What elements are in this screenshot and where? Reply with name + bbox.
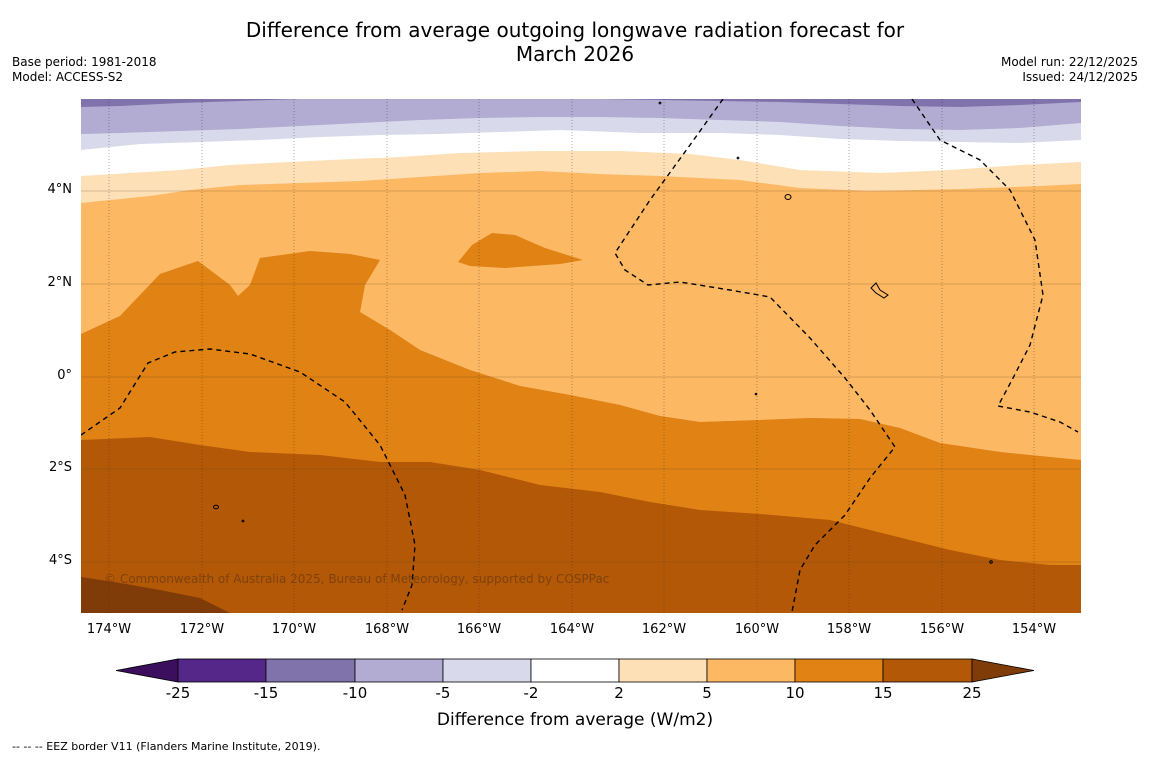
colorbar-segment [794, 658, 884, 683]
lon-tick-label: 172°W [179, 622, 225, 637]
title-line-2: March 2026 [515, 42, 635, 66]
lon-tick-label: 164°W [549, 622, 595, 637]
island-marker [784, 194, 792, 200]
base-period-label: Base period: 1981-2018 [12, 55, 157, 69]
lat-tick-label: 4°S [48, 553, 72, 568]
colorbar-title: Difference from average (W/m2) [436, 710, 714, 730]
chart-title: Difference from average outgoing longwav… [0, 18, 1150, 66]
colorbar-segment [706, 658, 796, 683]
graticule [81, 190, 1081, 563]
colorbar-tick-label: -5 [435, 684, 451, 702]
colorbar-tick-label: -2 [523, 684, 539, 702]
lat-tick-label: 2°N [47, 275, 73, 290]
eez-footnote: -- -- -- EEZ border V11 (Flanders Marine… [12, 740, 321, 753]
lon-tick-label: 174°W [86, 622, 132, 637]
colorbar [115, 658, 1035, 683]
lat-tick-label: 0° [57, 368, 72, 383]
band-neg-10-15 [81, 99, 1081, 107]
map-plot-area [81, 99, 1081, 613]
lon-tick-label: 166°W [456, 622, 502, 637]
lon-tick-label: 170°W [271, 622, 317, 637]
eez-border-central [614, 99, 896, 613]
meta-right: Model run: 22/12/2025 Issued: 24/12/2025 [1001, 55, 1138, 85]
island-marker [736, 156, 740, 160]
colorbar-extend-min [115, 658, 179, 683]
colorbar-segment [265, 658, 356, 683]
colorbar-segment [618, 658, 708, 683]
lon-tick-label: 162°W [641, 622, 687, 637]
eez-borders [81, 99, 1079, 613]
island-marker [213, 504, 219, 510]
lon-tick-label: 154°W [1011, 622, 1057, 637]
colorbar-tick-label: -15 [253, 684, 279, 702]
colorbar-tick-label: 25 [962, 684, 982, 702]
colorbar-tick-label: 2 [614, 684, 624, 702]
title-line-1: Difference from average outgoing longwav… [245, 18, 905, 42]
colorbar-tick-label: 10 [785, 684, 805, 702]
eez-border-west [81, 348, 416, 611]
lon-tick-label: 160°W [734, 622, 780, 637]
eez-border-east [911, 99, 1079, 433]
colorbar-segment [354, 658, 444, 683]
colorbar-segment [442, 658, 532, 683]
lat-tick-label: 2°S [48, 460, 72, 475]
island-marker [658, 101, 662, 105]
lon-tick-label: 156°W [919, 622, 965, 637]
band-10-15-lower [81, 251, 1081, 565]
copyright-notice: © Commonwealth of Australia 2025, Bureau… [104, 572, 610, 586]
colorbar-tick-label: -25 [165, 684, 191, 702]
colorbar-segment [177, 658, 267, 683]
model-label: Model: ACCESS-S2 [12, 70, 124, 84]
island-marker [870, 282, 889, 299]
colorbar-tick-label: -10 [342, 684, 368, 702]
island-marker [241, 519, 245, 523]
band-neg-5-10 [81, 99, 1081, 134]
model-run-label: Model run: 22/12/2025 [1000, 55, 1138, 69]
colorbar-tick-label: 5 [702, 684, 712, 702]
colorbar-tick-label: 15 [873, 684, 893, 702]
colorbar-extend-max [971, 658, 1035, 683]
island-marker [989, 560, 993, 564]
band-above-25 [81, 577, 230, 613]
lon-tick-label: 158°W [826, 622, 872, 637]
island-marker [754, 392, 758, 396]
colorbar-segment [530, 658, 620, 683]
lat-tick-label: 4°N [47, 182, 73, 197]
meta-left: Base period: 1981-2018 Model: ACCESS-S2 [12, 55, 157, 85]
issued-label: Issued: 24/12/2025 [1022, 70, 1138, 84]
islands [213, 101, 993, 564]
blob-10-15 [458, 233, 583, 268]
colorbar-segment [882, 658, 973, 683]
lon-tick-label: 168°W [364, 622, 410, 637]
